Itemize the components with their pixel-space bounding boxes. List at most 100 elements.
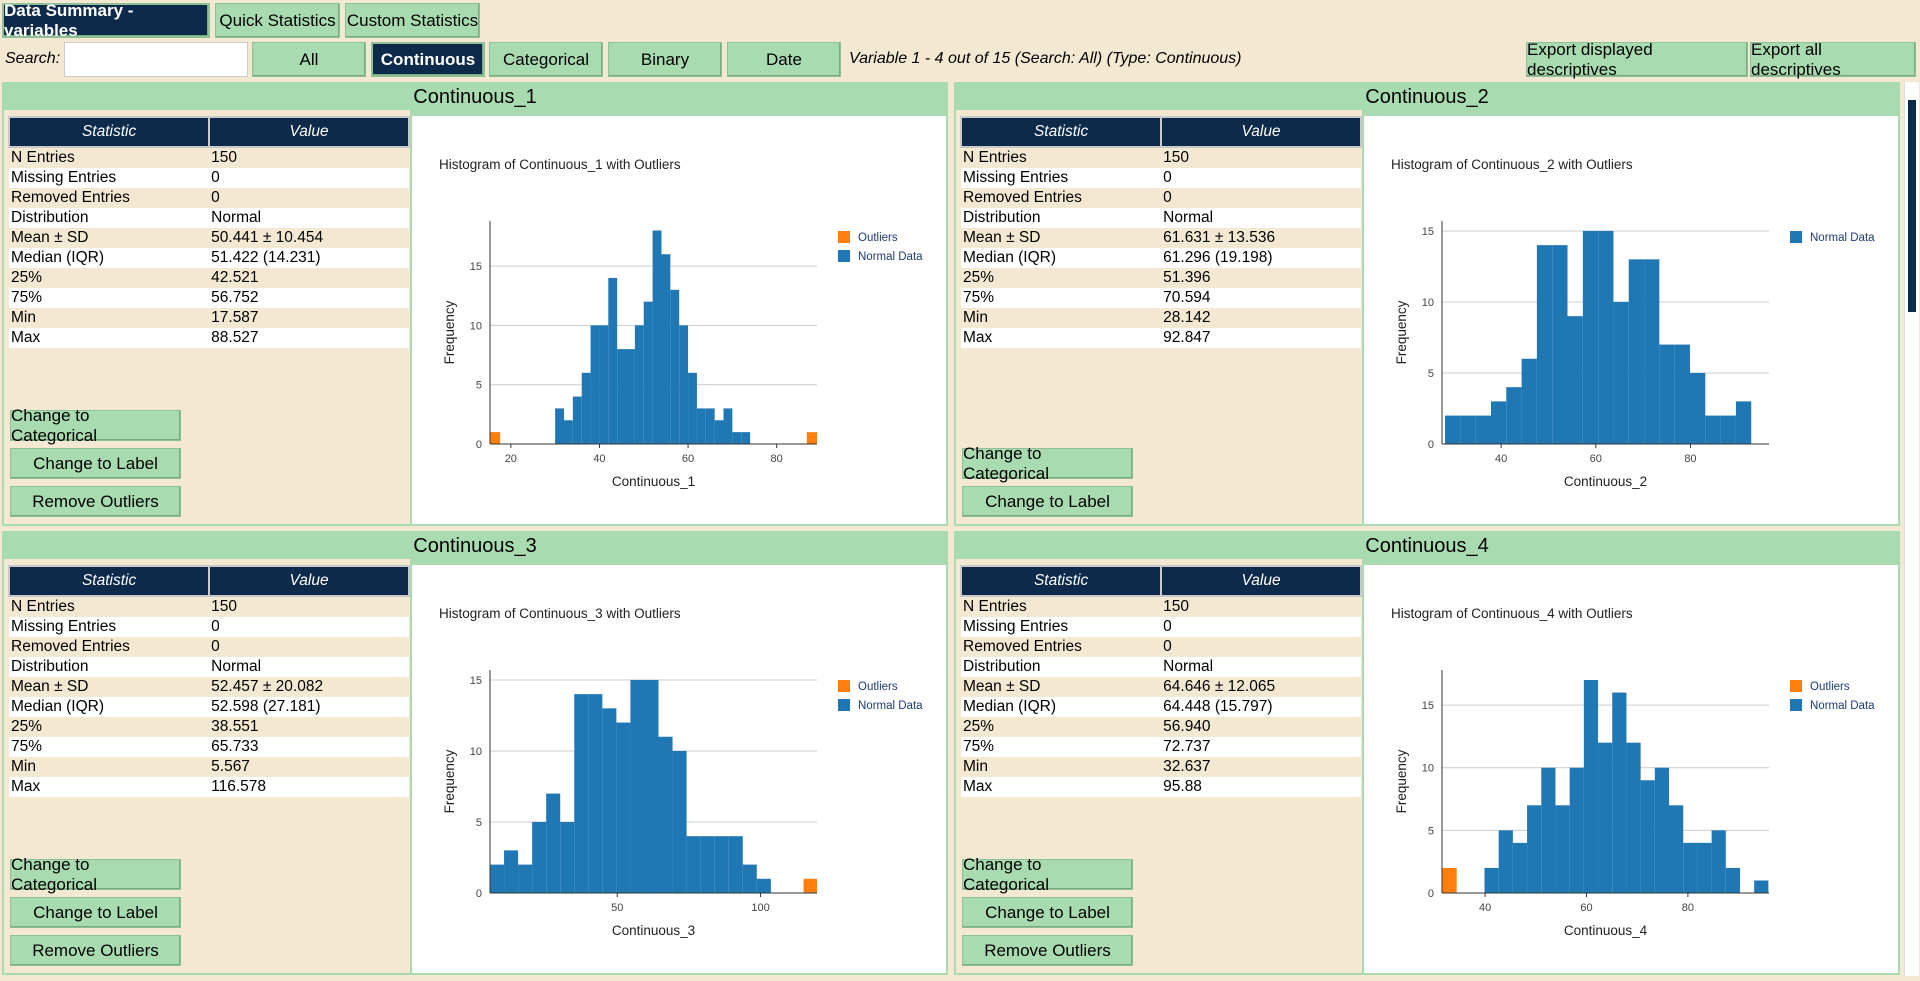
action-button[interactable]: Change to Label [962,486,1133,517]
action-button[interactable]: Change to Label [10,448,181,479]
legend-label: Normal Data [1810,232,1875,244]
x-tick-label: 80 [1682,902,1694,914]
table-cell: Removed Entries [963,638,1082,655]
histogram-bar [1628,259,1645,444]
table-row: 75% 72.737 [961,737,1361,757]
header-cell: Value [1160,565,1362,597]
export-button[interactable]: Export displayed descriptives [1526,40,1748,79]
y-tick-label: 15 [1422,226,1434,238]
scrollbar[interactable] [1904,82,1919,976]
panel-title: Continuous_2 [1365,86,1489,108]
table-cell: 0 [1163,638,1172,655]
table-cell: Normal [1161,208,1361,228]
filter-button[interactable]: Date [727,42,841,77]
table-cell: Mean ± SD [11,678,89,695]
search-input[interactable] [64,42,248,77]
x-tick-label: 60 [682,453,694,465]
table-row: Min 17.587 [9,308,409,328]
table-row: N Entries 150 [961,596,1361,617]
y-tick-label: 5 [476,817,482,829]
x-axis-label: Continuous_3 [612,923,695,938]
histogram-bar [616,722,631,893]
legend-label: Normal Data [1810,700,1875,712]
histogram-bar [574,694,589,893]
y-tick-label: 10 [470,320,482,332]
table-row: 25% 56.940 [961,717,1361,737]
table-cell: 0 [1163,189,1172,206]
histogram-bar [1555,805,1570,893]
table-cell: 116.578 [209,777,409,797]
table-row: 25% 51.396 [961,268,1361,288]
histogram-bar [714,836,729,893]
histogram-bar [679,325,689,444]
table-cell: 75% [9,737,210,757]
legend-label: Outliers [858,681,898,693]
chart-area: Histogram of Continuous_3 with Outliers 0… [412,565,946,973]
histogram: Histogram of Continuous_1 with Outliers 0… [439,157,923,489]
tab[interactable]: Data Summary - variables [2,1,210,40]
table-row: Removed Entries 0 [961,637,1361,657]
histogram-bar [742,864,757,893]
table-cell: 75% [9,288,210,308]
table-row: Mean ± SD 52.457 ± 20.082 [9,677,409,697]
table-cell: Max [961,777,1162,797]
histogram-bar [532,821,547,893]
action-button[interactable]: Change to Label [962,897,1133,928]
histogram-bar [490,864,505,893]
table-cell: 70.594 [1161,288,1361,308]
scroll-thumb[interactable] [1908,100,1916,312]
table-cell: 150 [211,598,238,615]
x-tick-label: 60 [1590,453,1602,465]
histogram-bar [700,836,715,893]
table-cell: 0 [1161,617,1361,637]
action-button[interactable]: Change to Categorical [962,855,1133,894]
table-cell: 56.940 [1163,718,1211,735]
table-cell: Normal [209,208,409,228]
action-button[interactable]: Remove Outliers [10,486,181,517]
table-row: Max 92.847 [961,328,1361,348]
y-tick-label: 10 [470,746,482,758]
table-row: Removed Entries 0 [9,188,409,208]
action-button[interactable]: Change to Categorical [10,406,181,445]
filter-button[interactable]: All [252,42,366,77]
y-axis-label: Frequency [442,300,457,364]
panel-title: Continuous_4 [1365,535,1489,557]
y-tick-label: 10 [1422,297,1434,309]
action-button[interactable]: Change to Label [10,897,181,928]
table-cell: 25% [963,718,995,735]
histogram-bar [602,708,617,893]
tab[interactable]: Custom Statistics [345,3,480,38]
histogram-bar [643,301,653,444]
action-button[interactable]: Change to Categorical [962,444,1133,483]
panel-title: Continuous_1 [413,86,537,108]
histogram-bar [652,230,662,444]
filter-button[interactable]: Binary [608,42,722,77]
histogram-bar [1683,842,1698,893]
filter-button[interactable]: Continuous [371,42,485,77]
table-cell: Mean ± SD [963,229,1041,246]
histogram: Histogram of Continuous_2 with Outliers 0… [1391,157,1875,489]
x-tick-label: 80 [771,453,783,465]
table-cell: 25% [11,718,43,735]
header-cell: Statistic [7,116,211,148]
histogram-bar [686,836,701,893]
table-cell: 92.847 [1161,328,1361,348]
action-button[interactable]: Change to Categorical [10,855,181,894]
chart-area: Histogram of Continuous_1 with Outliers 0… [412,116,946,524]
action-button[interactable]: Remove Outliers [962,935,1133,966]
export-button[interactable]: Export all descriptives [1750,40,1916,79]
histogram-bar [1674,344,1690,444]
action-button[interactable]: Remove Outliers [10,935,181,966]
table-row: 25% 38.551 [9,717,409,737]
table-cell: 95.88 [1161,777,1361,797]
legend-swatch [1790,231,1802,243]
filter-button[interactable]: Categorical [489,42,603,77]
table-row: Missing Entries 0 [961,168,1361,188]
search-label: Search: [5,50,61,67]
tab[interactable]: Quick Statistics [215,3,340,38]
header-cell: Value [1160,116,1362,148]
histogram-bar [1697,842,1712,893]
table-cell: N Entries [963,598,1027,615]
legend-swatch [838,680,850,692]
histogram-bar [1669,805,1684,893]
